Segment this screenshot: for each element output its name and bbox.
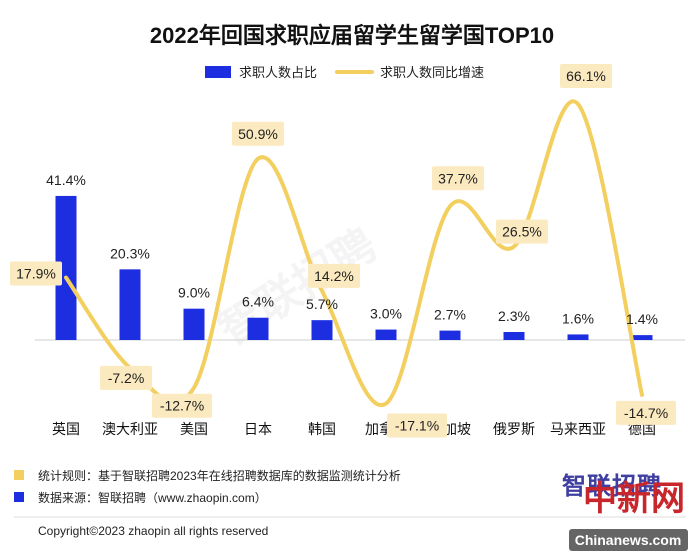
bar-1 (119, 269, 141, 340)
bar-value-label: 3.0% (370, 306, 402, 322)
bar-3 (247, 317, 269, 340)
line-value-label: 26.5% (502, 224, 542, 240)
footer-rule-text: 统计规则：基于智联招聘2023年在线招聘数据库的数据监测统计分析 (38, 468, 401, 483)
stamp-url: Chinanews.com (575, 532, 682, 548)
line-label-box (152, 393, 212, 418)
bar-6 (439, 330, 461, 340)
bar-value-label: 2.7% (434, 307, 466, 323)
stamp-text: 中新网 (583, 480, 685, 518)
line-label-box (432, 166, 484, 191)
category-label: 马来西亚 (550, 421, 606, 437)
line-label-box (387, 413, 447, 438)
bar-8 (567, 334, 589, 340)
line-label-box (308, 263, 360, 288)
category-label: 俄罗斯 (493, 421, 535, 437)
line-label-box (560, 64, 612, 89)
line-label-box (10, 261, 62, 286)
bar-value-label: 20.3% (110, 245, 150, 261)
bar-0 (55, 195, 77, 340)
source-marker (14, 492, 24, 502)
line-value-label: 50.9% (238, 126, 278, 142)
bar-value-label: 9.0% (178, 285, 210, 301)
footer-source-text: 数据来源：智联招聘（www.zhaopin.com） (38, 490, 267, 505)
bar-9 (631, 335, 653, 340)
line-value-label: -7.2% (108, 370, 145, 386)
legend-bar-swatch (205, 66, 231, 78)
rule-marker (14, 470, 24, 480)
bar-4 (311, 320, 333, 340)
category-label: 韩国 (308, 421, 336, 437)
bar-5 (375, 329, 397, 340)
legend-bar-label: 求职人数占比 (239, 65, 317, 80)
bar-value-label: 6.4% (242, 294, 274, 310)
bar-2 (183, 308, 205, 340)
line-value-label: 14.2% (314, 268, 354, 284)
bar-value-label: 5.7% (306, 296, 338, 312)
category-label: 德国 (628, 421, 656, 437)
line-value-label: 66.1% (566, 68, 606, 84)
bar-value-label: 41.4% (46, 172, 86, 188)
zhaopin-logo: 智联招聘 (562, 472, 662, 500)
stamp-url-bg (569, 529, 688, 551)
labels-layer: 41.4%英国20.3%澳大利亚9.0%美国6.4%日本5.7%韩国3.0%加拿… (10, 64, 676, 438)
category-label: 英国 (52, 421, 80, 437)
bar-value-label: 1.4% (626, 311, 658, 327)
line-value-label: -17.1% (395, 418, 439, 434)
bars-layer (55, 195, 653, 340)
legend-line-label: 求职人数同比增速 (380, 65, 484, 80)
category-label: 日本 (244, 421, 272, 437)
line-value-label: -14.7% (624, 405, 668, 421)
line-value-label: -12.7% (160, 398, 204, 414)
copyright-text: Copyright©2023 zhaopin all rights reserv… (38, 524, 268, 538)
line-value-label: 17.9% (16, 266, 56, 282)
category-label: 澳大利亚 (102, 421, 158, 437)
line-label-box (496, 219, 548, 244)
legend: 求职人数占比 求职人数同比增速 (205, 65, 484, 80)
bar-value-label: 1.6% (562, 310, 594, 326)
chart-title: 2022年回国求职应届留学生留学国TOP10 (150, 23, 554, 48)
category-label: 美国 (180, 421, 208, 437)
line-label-box (232, 121, 284, 146)
line-value-label: 37.7% (438, 170, 478, 186)
line-label-box (100, 365, 152, 390)
bar-value-label: 2.3% (498, 308, 530, 324)
bar-7 (503, 331, 525, 340)
line-label-box (616, 400, 676, 425)
chinanews-stamp: 中新网 Chinanews.com (569, 480, 688, 551)
